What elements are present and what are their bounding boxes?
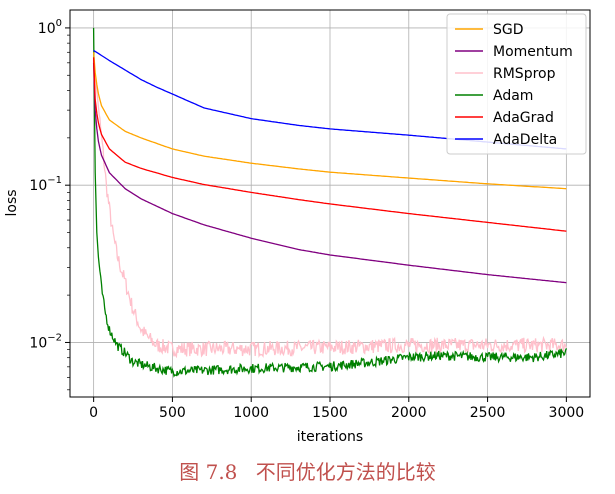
y-tick-label: 10−2 — [29, 332, 62, 351]
loss-chart: 0 500 1000 1500 2000 2500 3000 10−2 10−1 100 iter… — [4, 9, 591, 445]
x-tick-label: 500 — [159, 405, 186, 421]
legend-label: RMSprop — [493, 66, 556, 82]
series-line-sgd — [92, 52, 567, 190]
x-axis-label: iterations — [297, 429, 363, 445]
legend-label: SGD — [493, 22, 524, 38]
x-tick-label: 3000 — [549, 405, 585, 421]
legend: SGD Momentum RMSprop Adam AdaGrad AdaDelta — [446, 13, 587, 155]
legend-label: Adam — [493, 88, 533, 104]
series-line-adam — [92, 27, 567, 378]
x-tick-label: 0 — [89, 405, 98, 421]
x-tick-label: 1500 — [312, 405, 348, 421]
series-layer — [92, 27, 567, 378]
series-line-rmsprop — [92, 62, 567, 359]
figure-title: 不同优化方法的比较 — [255, 460, 436, 484]
y-axis-label: loss — [4, 189, 20, 216]
axis-ticks: 0 500 1000 1500 2000 2500 3000 10−2 10−1 100 — [29, 18, 584, 421]
series-line-momentum — [92, 62, 567, 284]
x-tick-label: 2000 — [391, 405, 427, 421]
figure-caption: 图 7.8 不同优化方法的比较 — [0, 456, 615, 485]
x-tick-label: 2500 — [470, 405, 506, 421]
y-tick-label: 100 — [38, 18, 62, 37]
legend-box — [446, 13, 587, 155]
legend-label: AdaGrad — [493, 110, 554, 126]
series-line-adagrad — [92, 57, 567, 232]
x-tick-label: 1000 — [233, 405, 269, 421]
y-tick-label: 10−1 — [29, 175, 62, 194]
figure-number: 图 7.8 — [179, 460, 238, 484]
legend-label: Momentum — [493, 44, 573, 60]
legend-label: AdaDelta — [493, 132, 557, 148]
